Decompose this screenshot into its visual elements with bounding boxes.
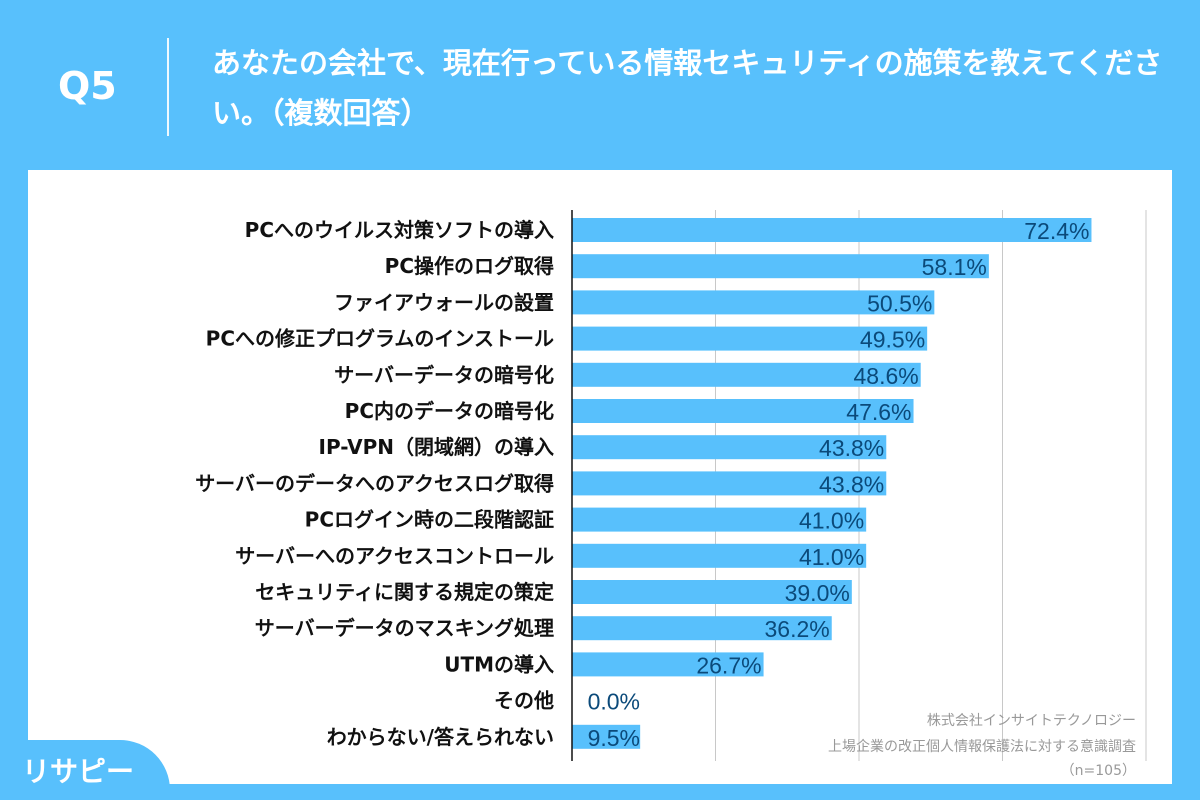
category-label: サーバーデータの暗号化 [334,363,554,387]
value-label: 49.5% [860,327,925,353]
category-label: PCへのウイルス対策ソフトの導入 [245,218,554,242]
bar [572,616,832,641]
category-label: サーバーデータのマスキング処理 [255,616,554,640]
category-label: サーバーへのアクセスコントロール [235,544,554,568]
value-label: 47.6% [846,399,911,425]
value-label: 72.4% [1024,218,1089,244]
bar [572,471,887,496]
note-survey: 上場企業の改正個人情報保護法に対する意識調査 [828,739,1136,755]
value-label: 0.0% [588,689,640,715]
bar [572,652,764,677]
bar [572,507,867,532]
value-label: 36.2% [765,616,830,642]
value-label: 39.0% [785,580,850,606]
logo: リサピー [0,740,170,800]
logo-text: リサピー [22,755,135,788]
question-number: Q5 [58,64,117,108]
category-label: IP-VPN（閉域網）の導入 [319,435,554,459]
question-title: あなたの会社で、現在行っている情報セキュリティの施策を教えてください。（複数回答… [212,46,1163,130]
bar [572,290,935,315]
chart-panel: PCへのウイルス対策ソフトの導入 72.4% PC操作のログ取得 58.1% ファイアウ… [28,170,1172,784]
category-label: ファイアウォールの設置 [334,290,554,314]
note-sample: （n=105） [1060,763,1136,779]
category-label: その他 [494,689,554,713]
bar [572,580,852,604]
value-label: 48.6% [853,363,918,389]
category-label: UTMの導入 [444,652,554,676]
value-label: 43.8% [819,471,884,497]
bar [572,326,928,351]
bar [572,724,641,749]
value-label: 41.0% [799,544,864,570]
bar [572,399,914,423]
bar-chart: PCへのウイルス対策ソフトの導入 72.4% PC操作のログ取得 58.1% ファイアウ… [195,210,1147,761]
category-label: サーバーのデータへのアクセスログ取得 [195,471,554,495]
bar [572,254,989,279]
category-label: PC内のデータの暗号化 [345,399,554,423]
category-label: PCへの修正プログラムのインストール [206,327,554,351]
value-label: 41.0% [799,508,864,534]
note-company: 株式会社インサイトテクノロジー [926,713,1136,729]
value-label: 43.8% [819,435,884,461]
value-label: 58.1% [922,254,987,280]
category-label: PC操作のログ取得 [385,254,554,278]
value-label: 50.5% [867,290,932,316]
category-label: わからない/答えられない [327,725,554,749]
bar [572,362,921,387]
bar [572,218,1092,242]
bar [572,435,887,460]
value-label: 9.5% [588,725,640,751]
category-label: PCログイン時の二段階認証 [305,508,554,532]
header-divider [167,38,169,136]
bar [572,543,867,568]
category-label: セキュリティに関する規定の策定 [255,580,554,604]
value-label: 26.7% [696,652,761,678]
